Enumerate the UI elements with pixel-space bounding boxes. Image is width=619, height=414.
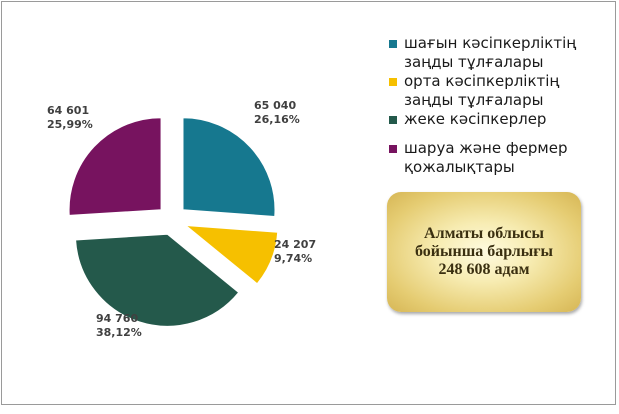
summary-line-total-label: бойынша барлығы <box>415 243 553 260</box>
summary-line-total-value: 248 608 адам <box>438 261 530 278</box>
summary-line-region: Алматы облысы <box>424 225 544 242</box>
legend-item-individual-entrepreneurs: жеке кәсіпкерлер <box>382 110 612 129</box>
slice-medium-business <box>184 224 279 285</box>
percent-label: 25,99% <box>47 118 93 131</box>
data-label-individual-entrepreneurs: 94 760 38,12% <box>96 312 142 340</box>
chart-frame: 65 040 26,16% 24 207 9,74% 94 760 38,12%… <box>1 1 616 405</box>
value-label: 24 207 <box>274 238 317 251</box>
legend-item-small-business: шағын кәсіпкерліктің заңды тұлғалары <box>382 34 612 72</box>
slice-individual-entrepreneurs <box>75 233 240 327</box>
legend-item-farms: шаруа және фермер қожалықтары <box>382 139 612 177</box>
percent-label: 9,74% <box>274 252 313 265</box>
legend-item-medium-business: орта кәсіпкерліктің заңды тұлғалары <box>382 72 612 110</box>
value-label: 64 601 <box>47 104 90 117</box>
legend-label: жеке кәсіпкерлер <box>404 110 547 128</box>
data-label-farms: 64 601 25,99% <box>47 104 93 132</box>
legend-swatch <box>389 116 397 124</box>
legend-label: шаруа және фермер қожалықтары <box>404 139 568 176</box>
legend-label: орта кәсіпкерліктің заңды тұлғалары <box>404 72 560 109</box>
percent-label: 38,12% <box>96 326 142 339</box>
value-label: 94 760 <box>96 312 139 325</box>
data-label-medium-business: 24 207 9,74% <box>274 238 316 266</box>
summary-box: Алматы облысы бойынша барлығы 248 608 ад… <box>387 192 581 312</box>
value-label: 65 040 <box>254 99 297 112</box>
slice-farms <box>68 117 162 216</box>
pie-chart <box>68 117 279 327</box>
legend: шағын кәсіпкерліктің заңды тұлғалары орт… <box>382 34 612 177</box>
data-label-small-business: 65 040 26,16% <box>254 99 300 127</box>
legend-swatch <box>389 78 397 86</box>
legend-swatch <box>389 145 397 153</box>
percent-label: 26,16% <box>254 113 300 126</box>
legend-label: шағын кәсіпкерліктің заңды тұлғалары <box>404 34 577 71</box>
slice-small-business <box>182 117 276 218</box>
legend-swatch <box>389 40 397 48</box>
